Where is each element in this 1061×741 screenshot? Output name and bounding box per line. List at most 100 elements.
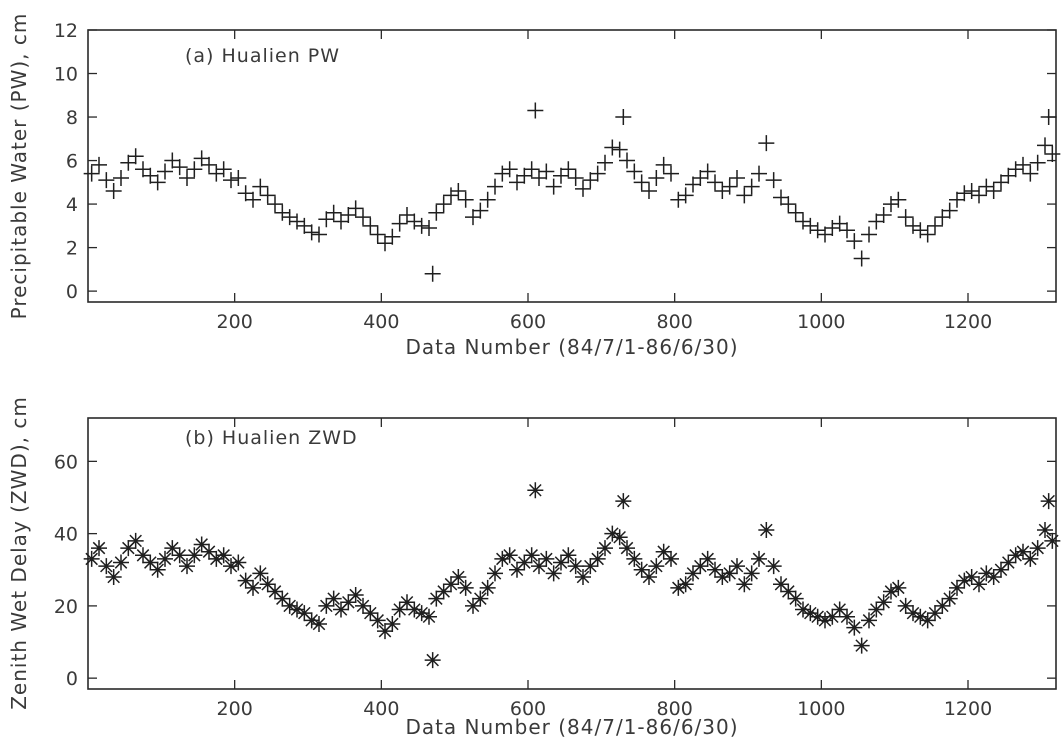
x-tick-label-pw: 400 — [363, 311, 399, 333]
data-point-pw — [531, 169, 547, 186]
data-point-pw — [641, 183, 657, 200]
data-point-zwd — [963, 568, 980, 585]
data-point-zwd — [589, 550, 606, 567]
y-tick-label-zwd: 40 — [54, 524, 78, 546]
x-tick-label-zwd: 600 — [510, 698, 546, 720]
x-tick-label-pw: 1200 — [944, 311, 992, 333]
data-point-pw — [1044, 146, 1061, 163]
data-point-pw — [582, 172, 599, 189]
data-point-pw — [714, 183, 731, 200]
data-point-zwd — [949, 579, 965, 596]
data-point-pw — [494, 165, 511, 182]
data-point-zwd — [127, 532, 144, 549]
data-point-pw — [1015, 156, 1031, 173]
data-point-zwd — [413, 605, 430, 622]
data-point-pw — [230, 169, 247, 186]
data-point-zwd — [274, 590, 291, 607]
data-point-zwd — [670, 579, 687, 596]
data-point-zwd — [450, 568, 467, 585]
x-tick-label-pw: 800 — [657, 311, 693, 333]
x-tick-label-pw: 600 — [510, 311, 546, 333]
data-point-zwd — [164, 540, 181, 557]
data-point-pw — [186, 161, 203, 178]
data-point-zwd — [1044, 532, 1061, 549]
data-point-pw — [626, 163, 643, 180]
x-axis-label-zwd: Data Number (84/7/1-86/6/30) — [405, 715, 738, 739]
data-point-zwd — [604, 525, 621, 542]
data-point-pw — [971, 187, 987, 204]
data-point-zwd — [985, 568, 1002, 585]
data-point-pw — [523, 161, 540, 178]
data-point-pw — [802, 217, 819, 234]
data-point-pw — [545, 178, 562, 195]
data-point-zwd — [692, 558, 709, 575]
data-point-pw — [575, 180, 591, 197]
data-point-pw — [890, 191, 907, 208]
data-point-zwd — [421, 608, 437, 625]
data-point-zwd — [560, 547, 577, 564]
data-point-zwd — [626, 550, 643, 567]
data-point-pw — [289, 213, 305, 230]
data-point-zwd — [641, 568, 657, 585]
data-point-zwd — [868, 601, 885, 618]
data-point-pw — [391, 215, 408, 232]
data-point-zwd — [424, 652, 441, 669]
data-point-pw — [333, 213, 349, 230]
plot-frame-pw — [87, 29, 1057, 303]
data-point-zwd — [817, 612, 833, 629]
data-point-pw — [985, 183, 1002, 200]
x-tick-label-pw: 1000 — [797, 311, 845, 333]
data-point-zwd — [714, 568, 731, 585]
data-point-pw — [369, 226, 386, 243]
data-point-pw — [919, 226, 936, 243]
x-tick-label-zwd: 1200 — [944, 698, 992, 720]
y-ticks-zwd: 0 20 40 60 — [54, 451, 1056, 690]
data-point-pw — [267, 196, 283, 213]
x-tick-label-zwd: 200 — [217, 698, 253, 720]
data-point-pw — [846, 233, 863, 250]
data-point-pw — [758, 135, 775, 152]
data-point-pw — [252, 178, 269, 195]
data-point-pw — [120, 154, 137, 171]
data-point-pw — [208, 165, 225, 182]
marks-zwd — [83, 482, 1061, 669]
data-point-zwd — [501, 547, 518, 564]
data-point-zwd — [575, 568, 591, 585]
data-point-pw — [311, 226, 327, 243]
data-point-zwd — [619, 540, 635, 557]
data-point-zwd — [809, 608, 826, 625]
data-point-pw — [773, 189, 789, 206]
data-point-zwd — [289, 601, 305, 618]
data-point-pw — [934, 209, 951, 226]
data-point-zwd — [487, 565, 503, 582]
data-point-pw — [457, 191, 474, 208]
data-point-zwd — [347, 587, 364, 604]
data-point-zwd — [919, 612, 936, 629]
x-tick-label-zwd: 800 — [657, 698, 693, 720]
data-point-zwd — [897, 597, 914, 614]
data-point-zwd — [223, 558, 239, 575]
data-point-pw — [98, 172, 115, 189]
data-point-zwd — [281, 597, 298, 614]
data-point-zwd — [377, 623, 393, 640]
data-point-pw — [399, 206, 415, 223]
data-point-zwd — [208, 550, 225, 567]
y-tick-label-pw: 0 — [66, 281, 78, 303]
data-point-pw — [729, 169, 745, 186]
data-point-zwd — [91, 540, 107, 557]
data-point-pw — [347, 200, 364, 217]
data-point-pw — [421, 220, 437, 237]
data-point-zwd — [391, 601, 408, 618]
y-tick-label-pw: 10 — [54, 64, 78, 86]
data-point-pw — [956, 185, 973, 202]
data-point-zwd — [736, 576, 753, 593]
data-point-zwd — [912, 608, 929, 625]
data-point-pw — [340, 206, 357, 223]
data-point-zwd — [615, 493, 632, 510]
data-point-pw — [597, 154, 613, 171]
data-point-pw — [1040, 109, 1057, 126]
data-point-zwd — [142, 554, 159, 571]
data-point-zwd — [582, 558, 599, 575]
data-point-zwd — [787, 590, 804, 607]
data-point-pw — [765, 172, 782, 189]
